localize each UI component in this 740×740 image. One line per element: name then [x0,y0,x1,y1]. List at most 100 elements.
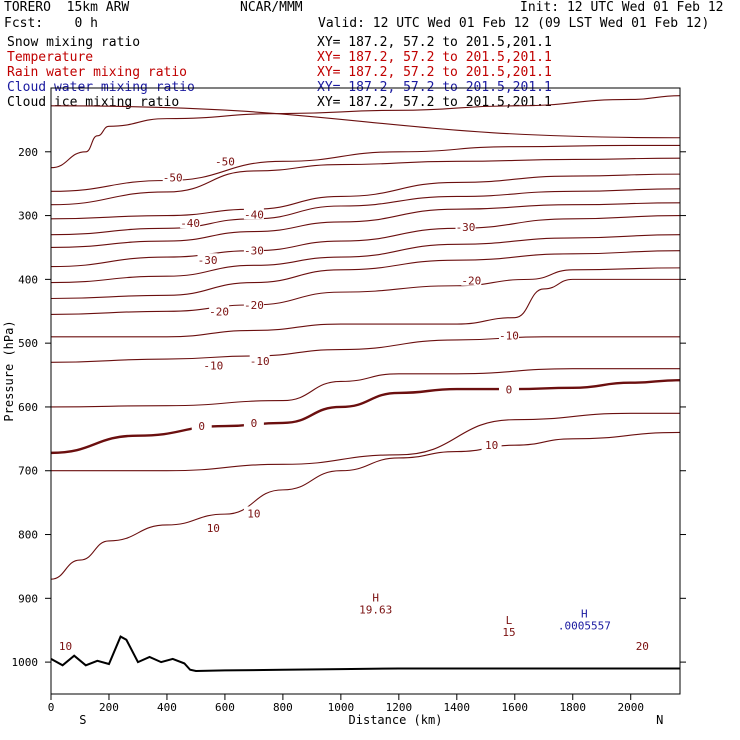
y-tick-label: 600 [18,401,38,414]
isotherm-line [50,412,680,472]
model-title: TORERO 15km ARW [4,0,130,15]
contour-label-bg [197,253,218,266]
x-tick-label: 1800 [560,701,587,714]
contour-label: -50 [215,155,235,168]
isotherm-line [50,202,681,249]
isotherm-line [50,215,681,268]
contour-label: -10 [203,359,223,372]
x-tick-label: 600 [215,701,235,714]
extremum-marker: L [506,614,513,627]
extremum-marker: H [372,592,379,605]
terrain-line [50,635,680,673]
contour-label-bg [209,304,230,317]
contour-label: 0 [198,420,205,433]
y-tick-label: 200 [18,146,38,159]
y-tick-label: 700 [18,465,38,478]
isotherm-line [50,368,680,408]
isotherm-line [50,95,681,169]
south-end-label: S [79,713,86,727]
isotherm-line [50,250,681,300]
isotherm-line [50,431,681,580]
contour-label: 0 [506,384,513,397]
contour-label-bg [243,415,264,428]
isotherm-line [50,157,681,206]
extremum-value: .0005557 [558,619,611,632]
contour-label-bg [180,216,201,229]
valid-time: Valid: 12 UTC Wed 01 Feb 12 (09 LST Wed … [318,16,710,31]
x-tick-label: 400 [157,701,177,714]
isotherm-line [50,105,681,139]
contour-label: -50 [163,171,183,184]
field-temp-name: Temperature [7,50,94,65]
contour-label: -30 [198,254,218,267]
isotherm-line [51,278,681,338]
contour-label-bg [243,243,264,256]
contour-label-bg [243,297,264,310]
isotherm-line [50,378,681,455]
field-cloudice-xy: XY= 187.2, 57.2 to 201.5,201.1 [317,95,552,110]
contour-label: -20 [244,299,264,312]
isotherm-line [50,188,681,236]
contour-label-bg [203,521,224,534]
isotherm-line [50,336,680,363]
terrain-layer [50,635,680,673]
extremum-value: 15 [502,626,515,639]
field-rain-name: Rain water mixing ratio [7,65,188,80]
contour-label: -20 [209,305,229,318]
field-rain-xy: XY= 187.2, 57.2 to 201.5,201.1 [317,65,552,80]
x-axis: 0 200 400 600 800 1000 1200 1400 1600 1800 2000 [48,694,644,714]
contour-label: -10 [499,330,519,343]
plot-frame [50,87,681,695]
x-tick-label: 0 [48,701,55,714]
isotherm-line [50,267,681,316]
contour-label: 20 [636,640,649,653]
x-tick-label: 1200 [386,701,413,714]
y-axis-label: Pressure (hPa) [2,320,16,421]
init-time: Init: 12 UTC Wed 01 Feb 12 [520,0,724,15]
contour-label-bg [55,639,76,652]
contour-label: -30 [456,221,476,234]
y-tick-label: 1000 [12,656,39,669]
center-title: NCAR/MMM [240,0,303,15]
contour-label-layer: -50 -50 -40 -40 -30 -30 -30 -20 -20 -20 -10 -10 -10 0… [55,154,653,653]
extremum-value: 19.63 [359,604,392,617]
y-tick-label: 300 [18,210,38,223]
x-tick-label: 200 [99,701,119,714]
isotherm-line [50,234,681,284]
y-tick-label: 800 [18,529,38,542]
contour-label: -20 [461,275,481,288]
y-tick-label: 400 [18,273,38,286]
contour-label: 10 [247,507,260,520]
contour-label: 10 [207,522,220,535]
x-tick-label: 1400 [444,701,471,714]
contour-label-bg [461,273,482,286]
contour-label-bg [214,154,235,167]
isotherm-line [50,173,681,220]
isotherm-layer [50,95,681,580]
contour-label-bg [632,639,653,652]
contour-label-bg [249,354,270,367]
field-snow-name: Snow mixing ratio [7,35,141,50]
contour-label-bg [243,506,264,519]
y-tick-label: 500 [18,337,38,350]
north-end-label: N [656,713,663,727]
contour-label-bg [243,207,264,220]
contour-label-bg [162,170,183,183]
contour-label: 10 [59,640,72,653]
field-temp-xy: XY= 187.2, 57.2 to 201.5,201.1 [317,50,552,65]
x-axis-label: Distance (km) [349,713,443,727]
contour-label-bg [498,382,519,395]
x-tick-label: 2000 [617,701,644,714]
x-tick-label: 800 [273,701,293,714]
y-tick-label: 900 [18,592,38,605]
x-tick-label: 1600 [502,701,529,714]
contour-label: -30 [244,245,264,258]
isotherm-line [50,144,680,192]
contour-label: -10 [250,355,270,368]
contour-label-bg [498,328,519,341]
contour-label-bg [481,438,502,451]
contour-label: 0 [251,417,258,430]
x-tick-label: 1000 [328,701,355,714]
